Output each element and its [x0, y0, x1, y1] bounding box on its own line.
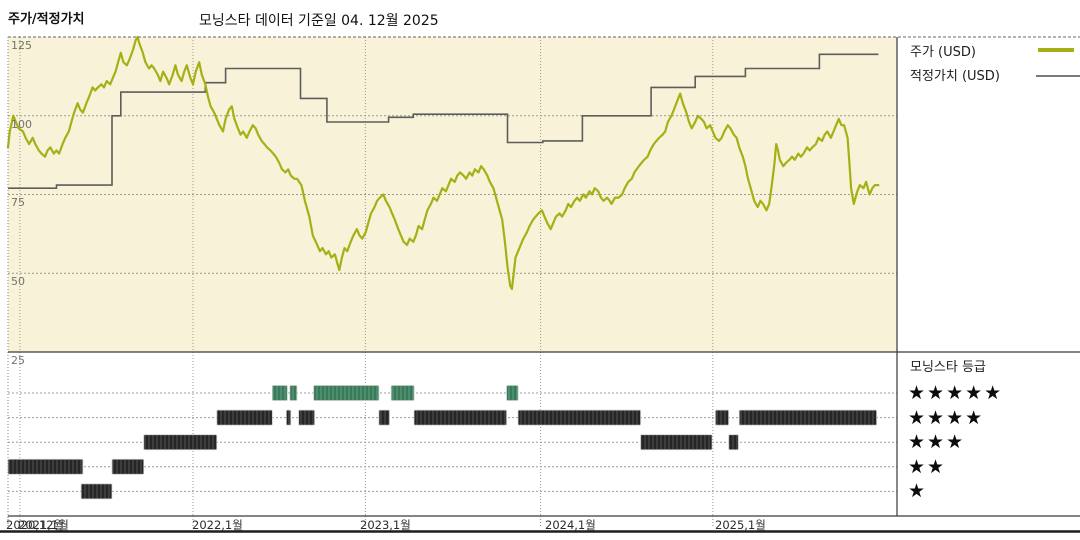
rating-legend-3-stars: ★★★ — [908, 431, 966, 453]
y-tick-125: 125 — [11, 39, 32, 52]
rating-bar-5-star — [271, 385, 288, 401]
rating-bar-4-star — [738, 409, 877, 426]
legend-price-line-swatch — [1038, 48, 1074, 52]
y-tick-25: 25 — [11, 354, 25, 367]
x-tick-2022-01: 2022,1월 — [192, 518, 243, 532]
rating-bar-3-star — [728, 434, 739, 451]
legend-fair-value-line-swatch — [1036, 75, 1080, 77]
rating-legend-1-star: ★ — [908, 480, 928, 502]
y-tick-100: 100 — [11, 118, 32, 131]
rating-bar-5-star — [289, 385, 298, 401]
x-tick-2021-01: 2021,1월 — [18, 518, 69, 532]
price-line — [6, 35, 880, 291]
rating-bar-4-star — [517, 409, 641, 426]
y-tick-50: 50 — [11, 275, 25, 288]
y-tick-75: 75 — [11, 196, 25, 209]
rating-bar-4-star — [286, 409, 292, 426]
rating-bar-5-star — [390, 385, 415, 401]
x-tick-2024-01: 2024,1월 — [545, 518, 596, 532]
chart-as-of-date: 모닝스타 데이터 기준일 04. 12월 2025 — [199, 13, 439, 29]
legend-fair-value-label: 적정가치 (USD) — [910, 69, 1000, 84]
x-tick-2023-01: 2023,1월 — [360, 518, 411, 532]
x-tick-2025-01: 2025,1월 — [715, 518, 766, 532]
rating-bar-1-star — [80, 483, 113, 500]
rating-legend-4-stars: ★★★★ — [908, 407, 985, 429]
rating-bar-4-star — [413, 409, 507, 426]
rating-legend-title: 모닝스타 등급 — [910, 360, 986, 375]
rating-bar-4-star — [715, 409, 729, 426]
rating-bar-2-star — [7, 458, 84, 475]
rating-bar-4-star — [216, 409, 273, 426]
rating-bar-5-star — [506, 385, 519, 401]
chart-title: 주가/적정가치 — [8, 12, 85, 27]
legend-price-label: 주가 (USD) — [910, 45, 976, 60]
fair-value-line — [8, 53, 879, 189]
rating-bar-2-star — [111, 458, 145, 475]
rating-legend-5-stars: ★★★★★ — [908, 382, 1004, 404]
rating-bar-4-star — [298, 409, 315, 426]
rating-bar-3-star — [640, 434, 713, 451]
rating-bar-5-star — [313, 385, 380, 401]
rating-legend-2-stars: ★★ — [908, 456, 947, 478]
rating-bar-4-star — [378, 409, 390, 426]
x-tick-2020-12: 2020,12월 — [6, 518, 65, 532]
rating-bar-3-star — [143, 434, 218, 451]
